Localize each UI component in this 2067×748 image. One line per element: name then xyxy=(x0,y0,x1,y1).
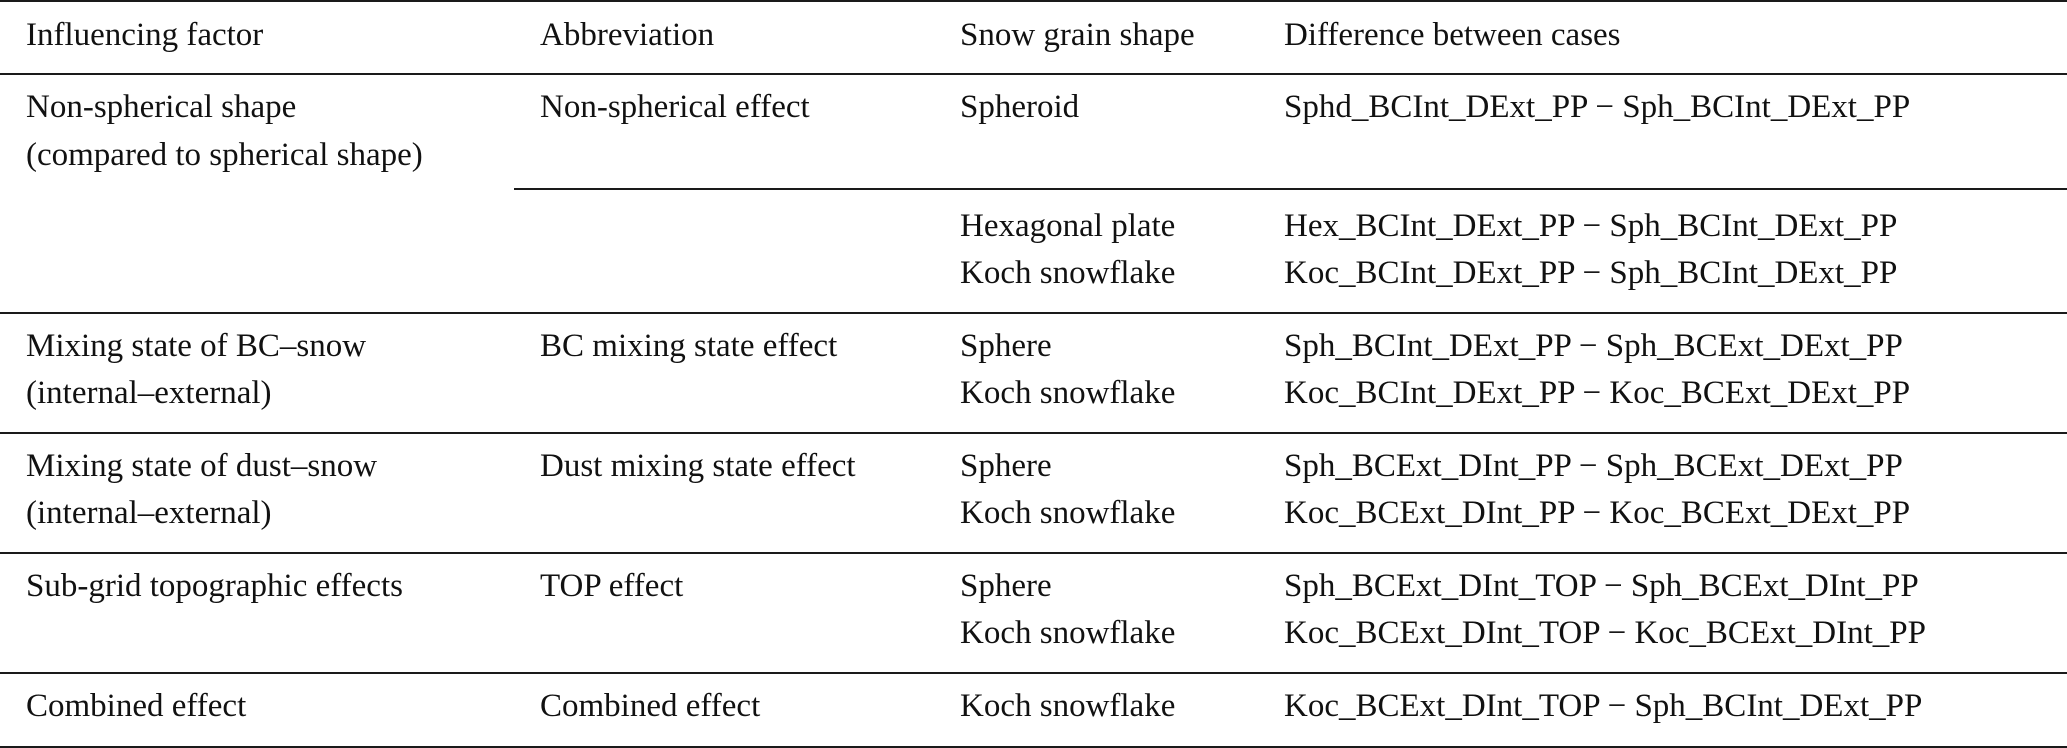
factor-cell-line: (compared to spherical shape) xyxy=(26,137,423,173)
factor-cell-line: (internal–external) xyxy=(26,495,272,531)
factor-cell-line: Non-spherical shape xyxy=(26,89,297,125)
header-bottom-rule xyxy=(0,73,2067,75)
difference-cell: Hex_BCInt_DExt_PP − Sph_BCInt_DExt_PP xyxy=(1284,208,1898,244)
factor-cell-line: Mixing state of BC–snow xyxy=(26,328,367,364)
abbreviation-cell: Non-spherical effect xyxy=(540,89,810,125)
column-header-abbreviation: Abbreviation xyxy=(540,17,715,53)
shape-cell: Sphere xyxy=(960,448,1052,484)
row-divider-rule xyxy=(0,312,2067,314)
shape-cell: Sphere xyxy=(960,568,1052,604)
table-bottom-rule xyxy=(0,746,2067,748)
abbreviation-cell: BC mixing state effect xyxy=(540,328,838,364)
shape-cell: Sphere xyxy=(960,328,1052,364)
column-header-influencing-factor: Influencing factor xyxy=(26,17,264,53)
shape-cell: Koch snowflake xyxy=(960,495,1176,531)
difference-cell: Koc_BCExt_DInt_TOP − Sph_BCInt_DExt_PP xyxy=(1284,688,1923,724)
difference-cell: Koc_BCInt_DExt_PP − Koc_BCExt_DExt_PP xyxy=(1284,375,1911,411)
factor-cell-line: Combined effect xyxy=(26,688,247,724)
row-divider-rule xyxy=(0,432,2067,434)
abbreviation-cell: Dust mixing state effect xyxy=(540,448,856,484)
shape-cell: Koch snowflake xyxy=(960,255,1176,291)
shape-cell: Spheroid xyxy=(960,89,1080,125)
table-top-rule xyxy=(0,0,2067,2)
shape-cell: Koch snowflake xyxy=(960,375,1176,411)
factor-cell-line: Mixing state of dust–snow xyxy=(26,448,378,484)
shape-cell: Koch snowflake xyxy=(960,615,1176,651)
row-divider-rule xyxy=(0,672,2067,674)
abbreviation-cell: Combined effect xyxy=(540,688,761,724)
difference-cell: Sph_BCInt_DExt_PP − Sph_BCExt_DExt_PP xyxy=(1284,328,1903,364)
shape-cell: Hexagonal plate xyxy=(960,208,1176,244)
row-divider-rule xyxy=(0,552,2067,554)
difference-cell: Koc_BCInt_DExt_PP − Sph_BCInt_DExt_PP xyxy=(1284,255,1898,291)
shape-cell: Koch snowflake xyxy=(960,688,1176,724)
difference-cell: Sph_BCExt_DInt_PP − Sph_BCExt_DExt_PP xyxy=(1284,448,1903,484)
factor-cell-line: (internal–external) xyxy=(26,375,272,411)
difference-cell: Sphd_BCInt_DExt_PP − Sph_BCInt_DExt_PP xyxy=(1284,89,1911,125)
difference-cell: Koc_BCExt_DInt_TOP − Koc_BCExt_DInt_PP xyxy=(1284,615,1926,651)
difference-cell: Sph_BCExt_DInt_TOP − Sph_BCExt_DInt_PP xyxy=(1284,568,1919,604)
column-header-snow-grain-shape: Snow grain shape xyxy=(960,17,1195,53)
abbreviation-cell: TOP effect xyxy=(540,568,684,604)
factor-cell-line: Sub-grid topographic effects xyxy=(26,568,403,604)
subgroup-divider-rule xyxy=(514,188,2067,190)
difference-cell: Koc_BCExt_DInt_PP − Koc_BCExt_DExt_PP xyxy=(1284,495,1911,531)
column-header-difference: Difference between cases xyxy=(1284,17,1621,53)
